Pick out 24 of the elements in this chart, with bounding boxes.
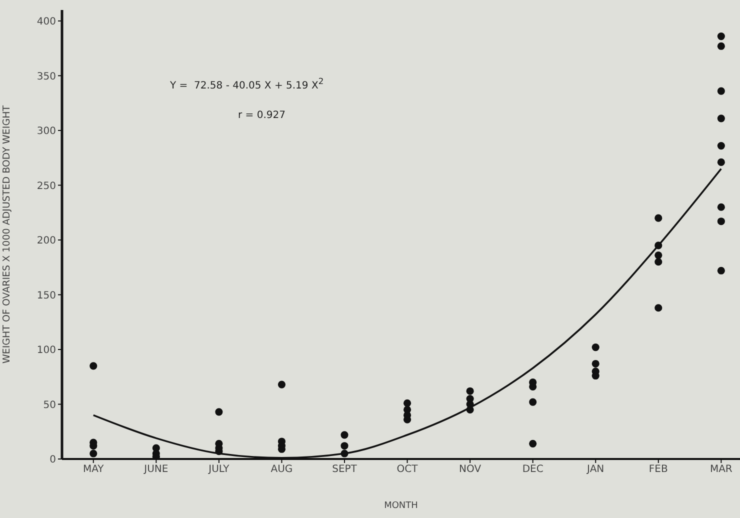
y-tick-label: 0	[50, 454, 56, 466]
annotation: r = 0.927	[238, 110, 286, 121]
y-tick-label: 400	[36, 16, 56, 28]
y-tick-label: 200	[36, 236, 56, 247]
y-tick-label: 150	[36, 290, 56, 302]
x-tick-label: NOV	[459, 464, 482, 476]
x-tick-label: JUNE	[143, 464, 168, 476]
x-tick-label: MAY	[82, 464, 105, 476]
x-axis-title: MONTH	[384, 501, 418, 511]
y-tick-label: 100	[36, 345, 56, 356]
x-tick-label: JULY	[208, 464, 230, 476]
x-tick-label: SEPT	[332, 464, 358, 476]
x-tick-label: DEC	[522, 464, 544, 476]
y-tick-label: 250	[36, 180, 56, 192]
annotation: Y = 72.58 - 40.05 X + 5.19 X$^{2}$	[170, 76, 324, 92]
x-tick-label: JAN	[586, 464, 604, 476]
y-tick-label: 300	[36, 126, 56, 138]
x-tick-label: AUG	[270, 464, 293, 476]
y-tick-label: 350	[36, 71, 56, 82]
y-axis-title: WEIGHT OF OVARIES X 1000 ADJUSTED BODY WEIGHT	[1, 105, 12, 364]
y-tick-label: 50	[43, 400, 56, 411]
x-tick-label: OCT	[396, 464, 419, 476]
x-tick-label: FEB	[648, 464, 668, 476]
x-tick-label: MAR	[710, 464, 732, 476]
